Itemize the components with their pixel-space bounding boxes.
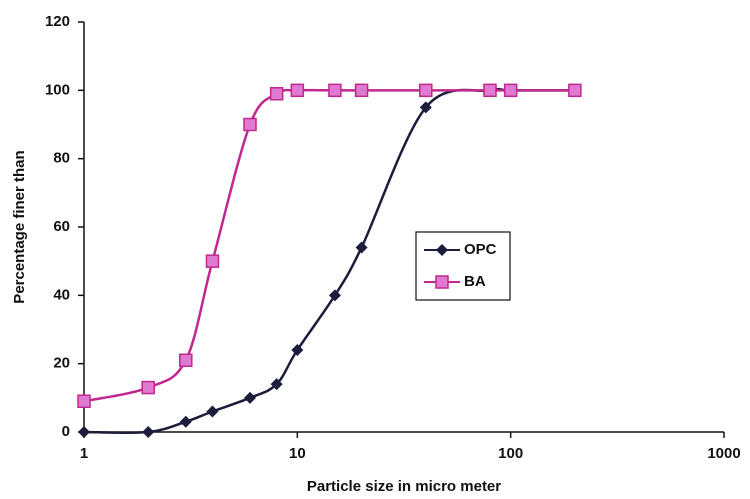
data-point [356,84,368,96]
legend-label: BA [464,273,486,290]
data-point [356,242,368,254]
data-point [329,84,341,96]
data-point [78,395,90,407]
y-tick-label: 20 [53,355,70,372]
x-axis-label: Particle size in micro meter [307,478,501,495]
x-tick-label: 10 [289,445,306,462]
legend-label: OPC [464,241,497,258]
data-point [329,289,341,301]
data-point [180,354,192,366]
data-point [244,392,256,404]
x-tick-label: 1000 [707,445,740,462]
y-tick-label: 100 [45,81,70,98]
data-point [244,119,256,131]
y-tick-label: 60 [53,218,70,235]
x-tick-label: 1 [80,445,88,462]
data-point [206,255,218,267]
data-point [78,426,90,438]
data-point [505,84,517,96]
data-point [180,416,192,428]
data-point [420,84,432,96]
legend-marker [436,276,448,288]
data-point [142,426,154,438]
data-point [206,406,218,418]
y-tick-label: 40 [53,286,70,303]
y-tick-label: 80 [53,150,70,167]
y-tick-label: 0 [62,423,70,440]
data-point [291,84,303,96]
y-axis-label: Percentage finer than [11,150,28,303]
data-point [142,382,154,394]
y-tick-label: 120 [45,13,70,30]
chart: Particle size in micro meter Percentage … [0,0,750,499]
data-point [271,88,283,100]
data-point [569,84,581,96]
data-point [484,84,496,96]
x-tick-label: 100 [498,445,523,462]
